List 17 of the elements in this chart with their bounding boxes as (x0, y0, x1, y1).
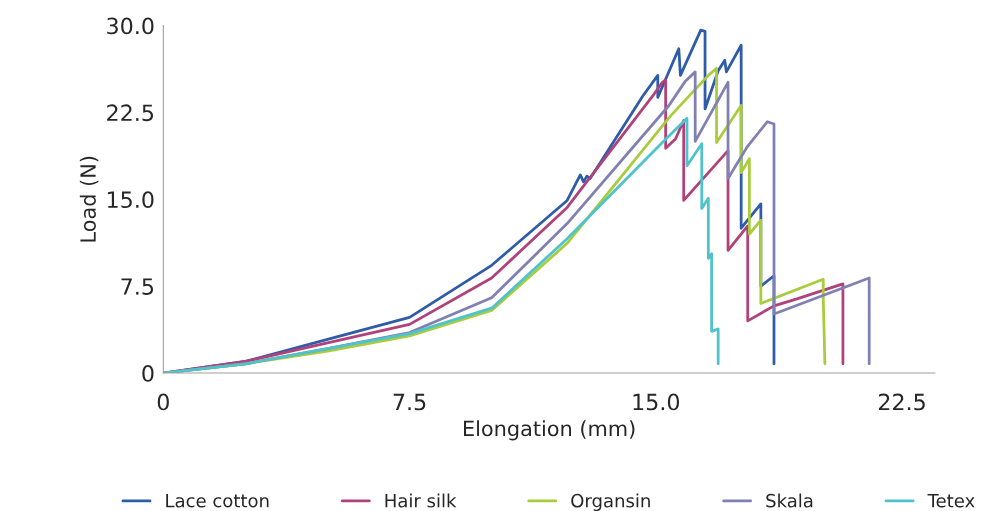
x-tick-label: 22.5 (878, 393, 925, 411)
x-axis-title: Elongation (mm) (464, 420, 635, 441)
legend-label: Skala (766, 493, 813, 508)
legend-label: Tetex (927, 494, 975, 508)
y-tick-label: 30.0 (107, 17, 154, 35)
y-tick-label: 15.0 (107, 191, 154, 209)
x-tick-label: 15.0 (633, 393, 680, 411)
y-tick-label: 0 (142, 364, 154, 382)
y-axis-title: Load (N) (79, 156, 99, 242)
y-tick-label: 22.5 (107, 104, 154, 122)
x-tick-label: 7.5 (393, 393, 426, 411)
legend-label: Hair silk (385, 493, 457, 508)
line-series (163, 116, 720, 374)
x-tick-label: 0 (157, 393, 169, 411)
y-tick-label: 7.5 (121, 278, 154, 295)
legend-label: Lace cotton (166, 494, 269, 508)
legend-label: Organsin (571, 493, 650, 511)
